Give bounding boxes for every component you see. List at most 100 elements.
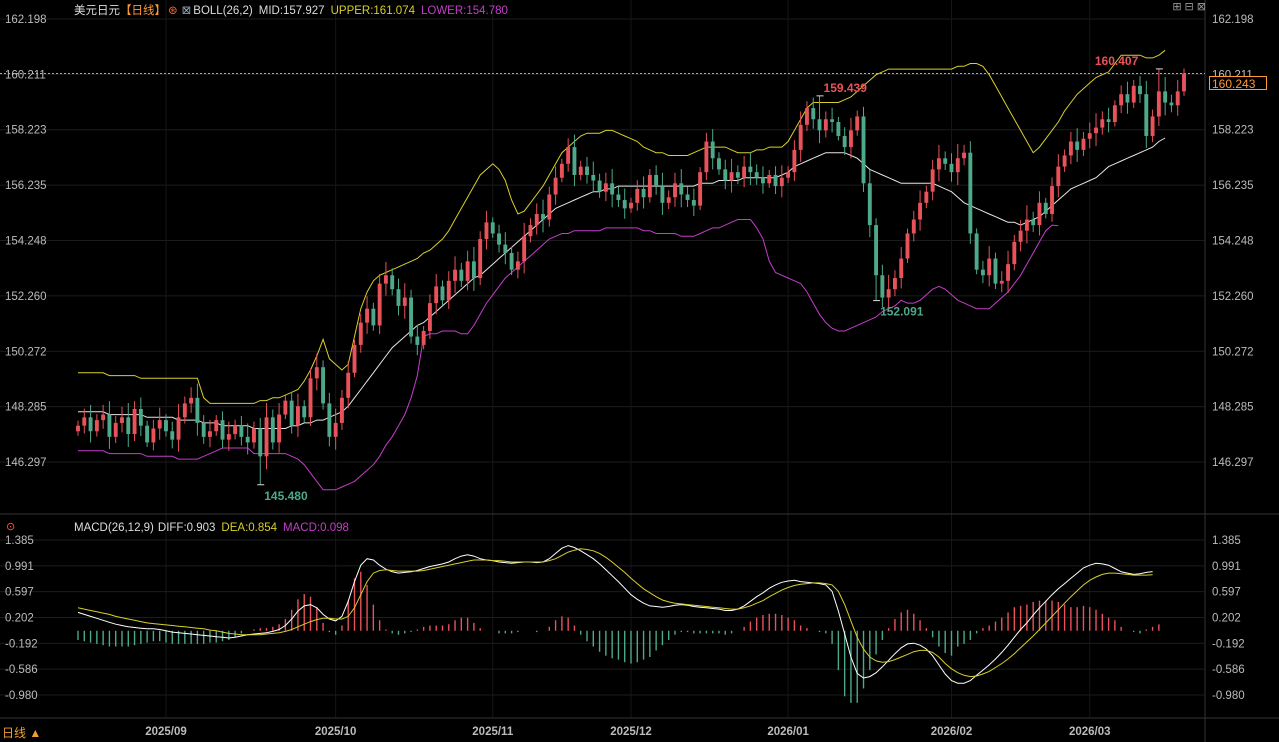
macd-tick-left: 1.385 [5,535,34,547]
date-tick-label: 2025/11 [472,726,514,738]
macd-tick-left: -0.586 [5,664,38,676]
date-tick-label: 2025/10 [315,726,357,738]
settings-icon[interactable]: ⊛ [168,5,178,17]
candle-body [339,397,344,423]
candle-body [1018,230,1023,242]
macd-value: MACD:0.098 [283,522,349,534]
candle-body [1163,91,1168,103]
candle-body [918,202,923,220]
candle-body [283,400,288,415]
macd-diff-line [77,545,1153,684]
candle-body [578,166,583,175]
annotation-label: 152.091 [880,305,924,319]
candlesticks[interactable] [76,68,1186,485]
candle-body [1182,73,1186,92]
macd-tick-right: -0.980 [1212,690,1245,702]
candle-body [874,225,879,276]
candle-body [233,425,238,435]
candle-body [905,233,910,259]
candle-body [823,119,828,131]
candle-body [145,425,150,443]
candle-body [622,200,627,209]
candle-body [748,166,753,173]
price-tick-right: 162.198 [1212,14,1254,26]
macd-dea-value: DEA:0.854 [221,522,278,534]
candle-body [786,172,791,178]
candle-body [528,225,533,237]
candle-body [704,141,709,173]
candle-body [541,213,545,220]
candle-body [509,252,514,270]
candle-body [446,280,451,301]
candle-body [1031,219,1036,226]
candle-body [440,286,445,301]
candle-body [164,420,168,432]
candle-body [735,172,740,178]
candle-body [170,431,175,440]
candle-body [314,367,319,379]
candle-body [861,116,866,184]
candle-body [415,336,420,345]
boll-upper-value: UPPER:161.074 [330,5,415,17]
candle-body [396,289,401,306]
price-axis-left: 162.198 160.211 158.223 156.235 154.248 152.2… [5,14,47,469]
macd-dea-line [77,548,1153,678]
candle-body [522,236,527,262]
candle-body [270,417,275,443]
candle-body [1012,241,1017,265]
period-tag[interactable]: 【日线】 [120,5,166,17]
price-tick-left: 160.211 [5,69,46,81]
candle-body [195,397,200,423]
candle-body [685,194,690,201]
candle-body [924,191,929,203]
candle-body [176,417,181,440]
candle-body [321,367,326,404]
candle-body [767,174,772,184]
candle-body [603,183,608,192]
macd-tick-left: -0.980 [5,690,38,702]
candle-body [597,180,602,192]
candle-body [936,158,941,170]
candle-body [226,434,231,440]
candle-body [836,122,841,136]
candle-body [1094,127,1098,134]
price-header: 美元日元【日线】 ⊛ ⊠ BOLL(26,2) MID:157.927 UPPER:161… [74,2,514,18]
candle-body [673,183,677,198]
candle-body [132,408,137,435]
price-tick-right: 150.272 [1212,346,1254,358]
candle-body [1062,155,1067,167]
macd-tick-right: 0.202 [1212,613,1241,625]
macd-tick-left: -0.192 [5,638,38,650]
candle-body [805,108,809,125]
candle-body [660,186,665,203]
candle-body [641,188,646,198]
candle-body [962,152,967,159]
price-annotations: 145.480 159.439 152.091 160.407 [257,54,1163,503]
period-switch-button[interactable]: 日线 ▲ [2,726,42,740]
price-tick-left: 146.297 [5,457,47,469]
price-tick-left: 150.272 [5,346,47,358]
price-tick-left: 162.198 [5,14,47,26]
price-tick-left: 154.248 [5,235,47,247]
panel-window-buttons[interactable]: ⊞⊟⊠ [1172,1,1209,13]
candle-body [490,222,495,234]
candle-body [201,422,206,437]
candle-body [1138,85,1142,95]
macd-header: MACD(26,12,9) DIFF:0.903 DEA:0.854 MACD:0.0… [74,522,355,534]
price-tick-right: 158.223 [1212,125,1254,137]
candle-body [157,420,162,429]
boll-lower-line [78,219,1059,491]
candle-body [754,172,759,178]
candle-body [434,286,439,304]
candle-body [949,163,954,173]
candle-body [453,269,457,281]
candle-body [383,275,388,284]
macd-indicator-icon[interactable]: ⊙ [6,521,16,533]
candle-body [1144,94,1149,136]
candle-body [867,183,872,226]
candle-body [534,213,539,226]
macd-tick-right: -0.586 [1212,664,1245,676]
date-tick-label: 2026/03 [1069,726,1111,738]
candle-body [459,269,464,281]
